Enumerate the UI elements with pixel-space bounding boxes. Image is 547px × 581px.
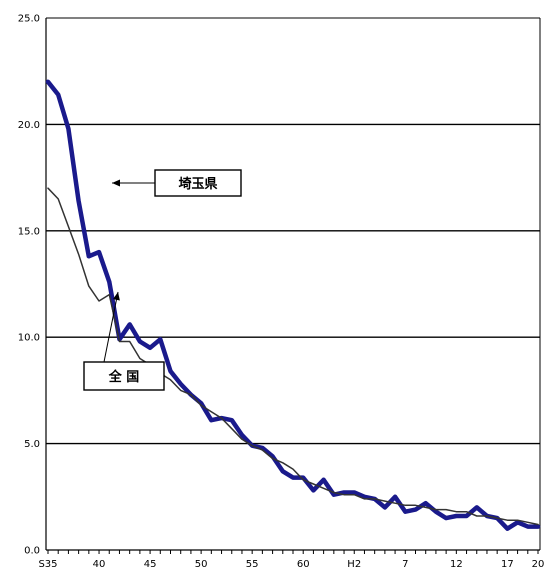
y-tick-label: 20.0 xyxy=(18,120,40,131)
callout-arrow-line xyxy=(103,291,119,363)
x-tick-label: 7 xyxy=(402,559,408,570)
callout-label: 全 国 xyxy=(108,369,140,385)
x-tick-label: 60 xyxy=(297,559,310,570)
arrow-icon xyxy=(112,292,120,301)
series-lines xyxy=(45,79,541,531)
x-tick-label: S35 xyxy=(38,559,57,570)
callout-label: 埼玉県 xyxy=(178,176,217,192)
x-tick-label: 50 xyxy=(195,559,208,570)
y-tick-label: 15.0 xyxy=(18,226,40,237)
x-tick-label: H2 xyxy=(347,559,361,570)
x-tick-label: 55 xyxy=(246,559,259,570)
axis-labels: 0.0 5.0 10.0 15.0 20.0 25.0 S35 40 45 50 55 60 H2 7 12… xyxy=(18,14,545,571)
arrow-icon xyxy=(112,179,120,187)
x-tick-label: 45 xyxy=(144,559,157,570)
y-tick-label: 0.0 xyxy=(24,546,40,557)
axes xyxy=(45,18,541,554)
series-line-national xyxy=(47,187,539,526)
x-tick-label: 12 xyxy=(450,559,463,570)
y-tick-label: 10.0 xyxy=(18,333,40,344)
x-tick-label: 40 xyxy=(93,559,106,570)
y-tick-label: 5.0 xyxy=(24,439,40,450)
series-line-saitama xyxy=(45,79,541,531)
x-tick-label: 20 xyxy=(532,559,545,570)
callout-box xyxy=(154,169,242,197)
x-tick-label: 17 xyxy=(501,559,514,570)
grid xyxy=(46,17,540,445)
y-tick-label: 25.0 xyxy=(18,14,40,25)
callout-box xyxy=(83,361,165,391)
